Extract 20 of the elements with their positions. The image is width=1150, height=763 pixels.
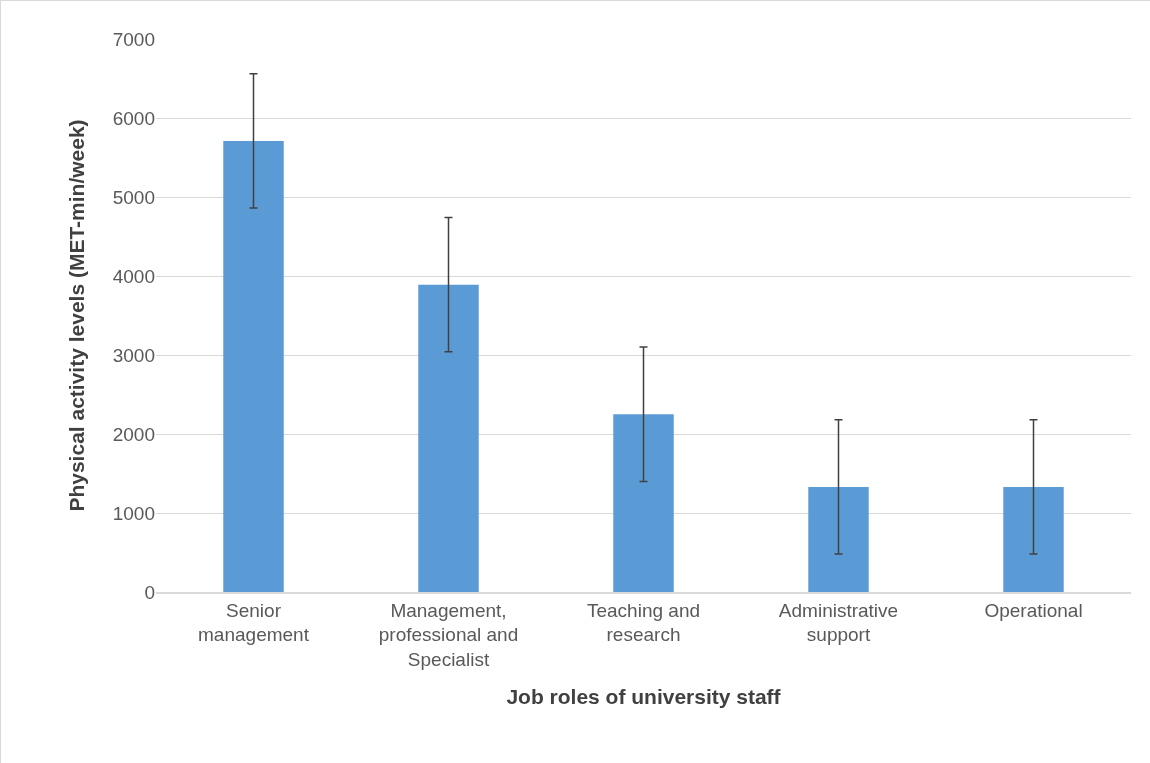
bar [613, 414, 674, 592]
y-tick-label: 5000 [112, 186, 155, 208]
x-tick-label: Management, professional and Specialist [378, 599, 519, 670]
x-tick-label: Administrative support [778, 599, 899, 646]
bar [808, 486, 869, 592]
bar [418, 284, 479, 592]
y-tick-label: 7000 [112, 28, 155, 50]
y-tick-label: 0 [144, 581, 155, 603]
x-axis-title: Job roles of university staff [506, 684, 782, 708]
x-tick-label: Senior management [198, 599, 310, 646]
y-tick-label: 3000 [112, 344, 155, 366]
y-tick-label: 6000 [112, 107, 155, 129]
x-tick-label: Teaching and research [586, 599, 701, 646]
x-tick-label: Operational [984, 599, 1083, 621]
y-tick-label: 2000 [112, 423, 155, 445]
y-axis-title: Physical activity levels (MET-min/week) [64, 119, 88, 512]
bar [223, 140, 284, 592]
y-tick-label: 4000 [112, 265, 155, 287]
bar [1003, 486, 1064, 592]
y-tick-label: 1000 [112, 502, 155, 524]
